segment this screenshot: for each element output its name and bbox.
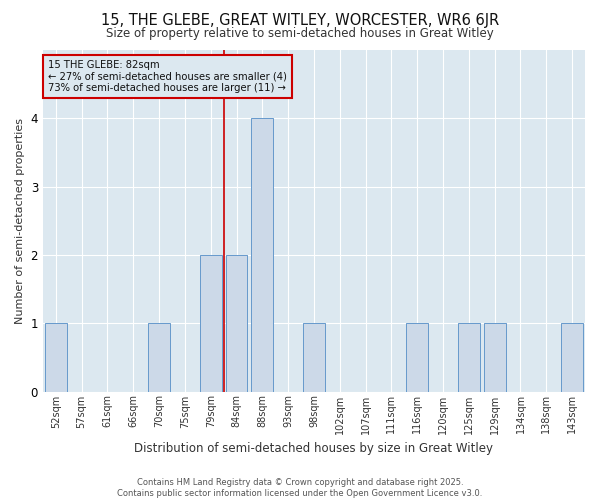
- Bar: [484, 323, 506, 392]
- Y-axis label: Number of semi-detached properties: Number of semi-detached properties: [15, 118, 25, 324]
- Bar: [226, 255, 247, 392]
- Bar: [303, 323, 325, 392]
- Bar: [200, 255, 221, 392]
- Bar: [561, 323, 583, 392]
- Bar: [406, 323, 428, 392]
- X-axis label: Distribution of semi-detached houses by size in Great Witley: Distribution of semi-detached houses by …: [134, 442, 493, 455]
- Bar: [458, 323, 480, 392]
- Bar: [148, 323, 170, 392]
- Text: 15, THE GLEBE, GREAT WITLEY, WORCESTER, WR6 6JR: 15, THE GLEBE, GREAT WITLEY, WORCESTER, …: [101, 12, 499, 28]
- Bar: [251, 118, 274, 392]
- Text: Size of property relative to semi-detached houses in Great Witley: Size of property relative to semi-detach…: [106, 28, 494, 40]
- Text: 15 THE GLEBE: 82sqm
← 27% of semi-detached houses are smaller (4)
73% of semi-de: 15 THE GLEBE: 82sqm ← 27% of semi-detach…: [49, 60, 287, 94]
- Bar: [45, 323, 67, 392]
- Text: Contains HM Land Registry data © Crown copyright and database right 2025.
Contai: Contains HM Land Registry data © Crown c…: [118, 478, 482, 498]
